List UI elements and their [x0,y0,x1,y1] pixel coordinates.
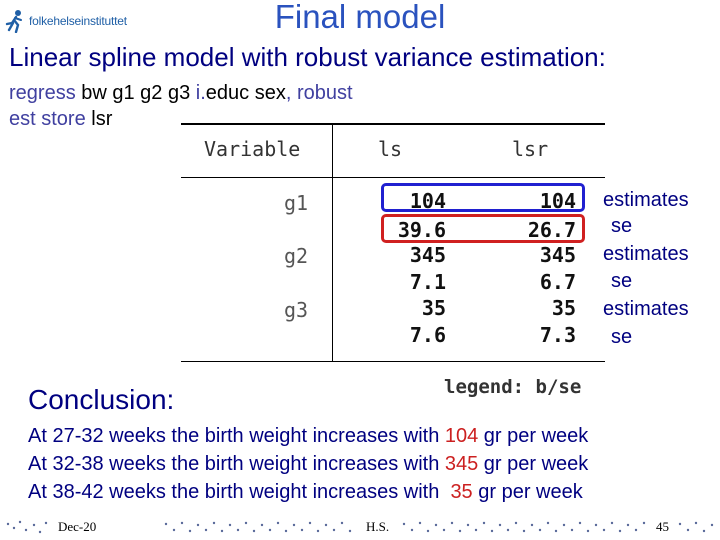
table-header-rule [181,177,605,178]
conclusion-text: gr per week [478,425,589,447]
conclusion-line: At 38-42 weeks the birth weight increase… [28,481,583,504]
conclusion-line: At 27-32 weeks the birth weight increase… [28,425,588,448]
command-keyword: est store [9,108,86,130]
side-label-se: se [611,215,633,237]
table-cell: 7.3 [539,323,576,347]
estimate-highlight-box [381,183,585,212]
footer-dots-decoration [6,520,714,534]
side-label-estimates: estimates [603,298,689,320]
row-label-g2: g2 [284,244,309,268]
command-line-1: regress bw g1 g2 g3 i.educ sex, robust [9,82,353,105]
row-label-g3: g3 [284,298,309,322]
slide-subtitle: Linear spline model with robust variance… [9,42,606,72]
conclusion-line: At 32-38 weeks the birth weight increase… [28,453,588,476]
table-cell: 345 [539,243,576,267]
table-cell: 104 [409,189,446,213]
table-cell: 39.6 [397,218,446,242]
footer-date: Dec-20 [58,519,97,534]
command-keyword: , robust [285,82,353,104]
table-cell: 35 [551,296,576,320]
logo-text: folkehelseinstituttet [29,14,127,28]
side-label-se: se [611,326,633,348]
table-bottom-rule [181,361,605,362]
command-text: educ sex [205,82,286,104]
conclusion-text: gr per week [472,481,583,503]
runner-icon [4,9,26,33]
table-cell: 26.7 [527,218,576,242]
side-label-se: se [611,270,633,292]
table-cell: 7.1 [409,270,446,294]
command-line-2: est store lsr [9,108,112,131]
conclusion-value: 104 [444,425,479,447]
row-label-g1: g1 [284,191,309,215]
table-cell: 104 [539,189,576,213]
side-label-estimates: estimates [603,243,689,265]
table-header-variable: Variable [204,137,301,161]
side-label-estimates: estimates [603,189,689,211]
table-legend: legend: b/se [444,376,582,398]
footer-page-number: 45 [656,519,669,534]
table-cell: 35 [421,296,446,320]
conclusion-text: At 38-42 weeks the birth weight increase… [28,481,451,503]
logo: folkehelseinstituttet [4,8,127,34]
footer-author: H.S. [366,519,390,534]
slide-title: Final model [274,0,446,35]
se-highlight-box [381,214,585,243]
command-keyword: regress [9,82,76,104]
table-cell: 345 [409,243,446,267]
table-top-rule [181,123,605,125]
conclusion-heading: Conclusion: [28,384,175,415]
conclusion-text: At 32-38 weeks the birth weight increase… [28,453,445,475]
table-header-ls: ls [378,137,403,161]
conclusion-text: gr per week [478,453,589,475]
table-header-lsr: lsr [512,137,549,161]
table-cell: 7.6 [409,323,446,347]
conclusion-text: At 27-32 weeks the birth weight increase… [28,425,445,447]
table-vertical-rule [332,123,333,362]
command-text: bw g1 g2 g3 [75,82,196,104]
command-keyword: i. [195,82,206,104]
conclusion-value: 35 [450,481,473,503]
conclusion-value: 345 [444,453,479,475]
command-text: lsr [85,108,113,130]
table-cell: 6.7 [539,270,576,294]
